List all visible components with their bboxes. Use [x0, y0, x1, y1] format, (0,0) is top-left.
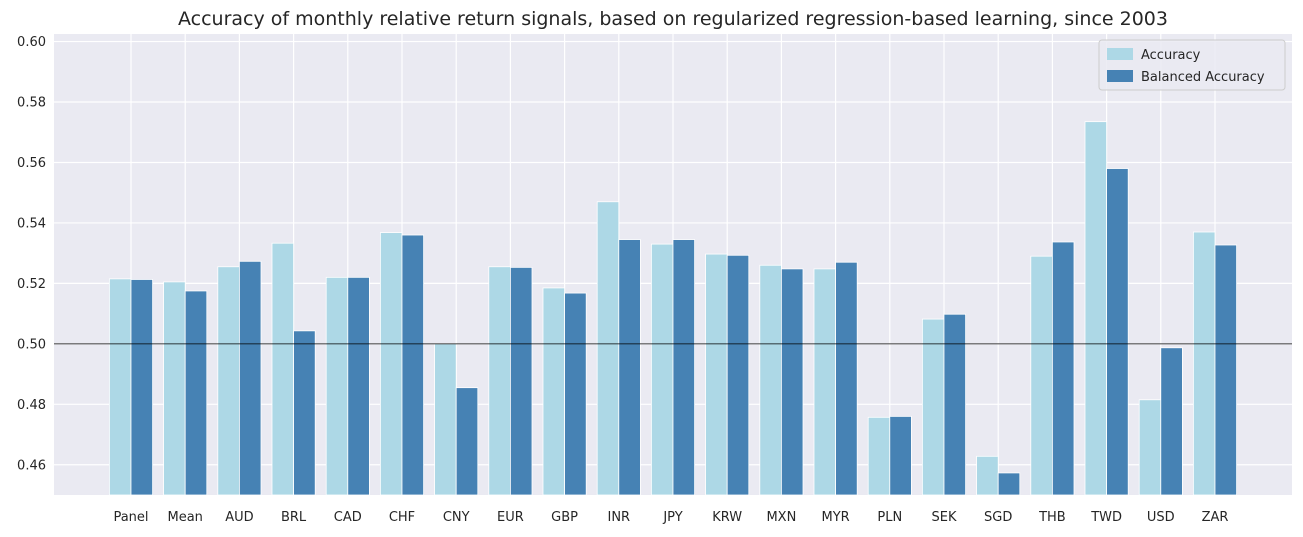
x-tick-label: JPY [662, 510, 682, 525]
bar [271, 242, 295, 496]
bar [130, 279, 154, 496]
y-tick-label: 0.58 [17, 96, 46, 111]
x-tick-label: Panel [113, 510, 148, 525]
y-tick-label: 0.56 [17, 156, 46, 171]
x-tick-label: THB [1038, 510, 1066, 525]
bar [488, 266, 511, 496]
bar [889, 416, 912, 496]
bar [401, 234, 425, 496]
x-tick-label: CNY [443, 510, 470, 525]
bar [347, 276, 370, 496]
y-tick-label: 0.54 [17, 216, 46, 231]
x-tick-label: TWD [1090, 510, 1122, 525]
x-tick-label: CAD [334, 510, 362, 525]
bar [1214, 244, 1238, 496]
bar [509, 266, 533, 496]
legend-label: Accuracy [1141, 48, 1201, 63]
x-tick-label: AUD [225, 510, 253, 525]
bar [835, 261, 858, 496]
x-tick-label: EUR [497, 510, 524, 525]
y-axis: 0.46 0.48 0.50 0.52 0.54 0.56 0.58 0.60 [17, 35, 46, 473]
chart-title: Accuracy of monthly relative return sign… [178, 8, 1168, 30]
bar [109, 278, 132, 496]
x-tick-label: KRW [712, 510, 742, 525]
y-tick-label: 0.52 [17, 277, 46, 292]
legend-swatch [1107, 48, 1133, 60]
bar [922, 318, 945, 496]
bar [1030, 255, 1053, 496]
x-tick-label: INR [608, 510, 631, 525]
x-tick-label: SGD [984, 510, 1012, 525]
series-accuracy [109, 121, 1216, 496]
bar [217, 266, 240, 496]
legend-label: Balanced Accuracy [1141, 70, 1265, 85]
bar [943, 313, 967, 496]
x-axis: Panel Mean AUD BRL CAD CHF CNY EUR GBP INR JPY KRW M… [113, 510, 1228, 525]
y-tick-label: 0.48 [17, 398, 46, 413]
bar [238, 260, 262, 496]
bar [1160, 347, 1183, 496]
bar [976, 455, 999, 496]
x-tick-label: GBP [551, 510, 578, 525]
x-tick-label: MYR [821, 510, 849, 525]
bar [813, 268, 837, 496]
bar [759, 264, 782, 496]
y-tick-label: 0.46 [17, 458, 46, 473]
bar [325, 276, 349, 496]
bar [434, 343, 457, 496]
bar [1106, 168, 1129, 496]
bar [1052, 241, 1075, 496]
x-tick-label: USD [1147, 510, 1175, 525]
bar [1193, 231, 1216, 496]
bar [705, 253, 728, 496]
legend: Accuracy Balanced Accuracy [1098, 39, 1286, 91]
bar [163, 281, 186, 496]
bar [726, 254, 750, 496]
bar [1084, 121, 1108, 496]
bar [596, 201, 620, 496]
bar [564, 292, 587, 496]
y-tick-label: 0.50 [17, 337, 46, 352]
x-tick-label: PLN [877, 510, 902, 525]
bar [455, 387, 479, 496]
legend-box [1098, 39, 1286, 91]
bar [1138, 399, 1162, 496]
bar [651, 243, 674, 496]
x-tick-label: SEK [932, 510, 957, 525]
bar [867, 416, 891, 496]
y-tick-label: 0.60 [17, 35, 46, 50]
bar [542, 287, 566, 496]
bar [379, 232, 403, 496]
x-tick-label: ZAR [1202, 510, 1229, 525]
bar [618, 239, 641, 496]
bar [672, 239, 696, 496]
x-tick-label: MXN [766, 510, 796, 525]
x-tick-label: CHF [389, 510, 415, 525]
bar [997, 472, 1021, 496]
x-tick-label: BRL [281, 510, 307, 525]
bar [293, 330, 316, 496]
bar [781, 268, 804, 496]
legend-swatch [1107, 70, 1133, 82]
x-tick-label: Mean [167, 510, 202, 525]
bar [184, 290, 208, 496]
